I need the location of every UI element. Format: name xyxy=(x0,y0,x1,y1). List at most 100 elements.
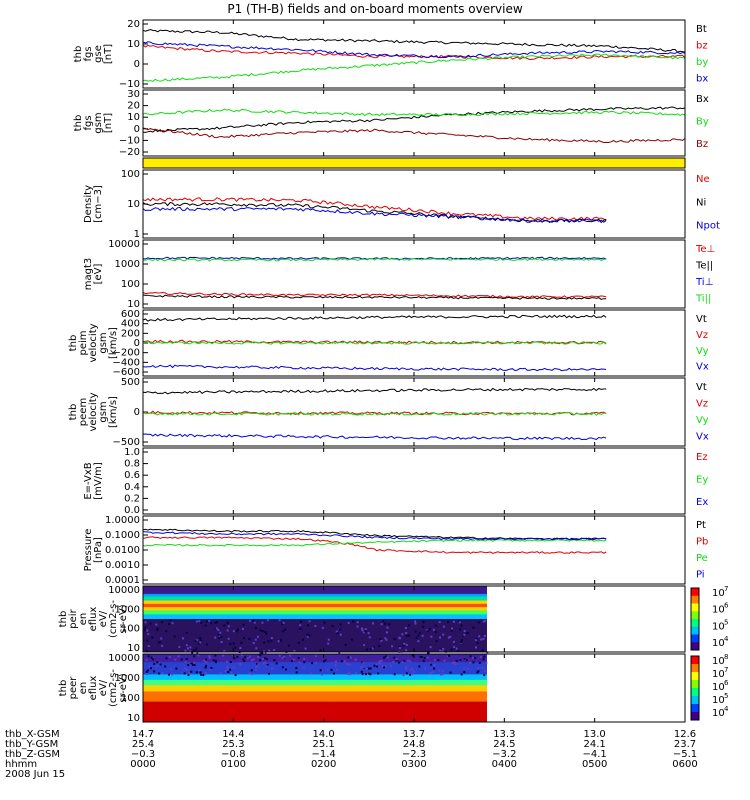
ylabel-efield-0: E=-VxB xyxy=(83,462,94,499)
spec-speckle xyxy=(484,619,487,622)
spec-speckle xyxy=(242,658,245,661)
spec-speckle xyxy=(293,649,296,652)
ytick-label: 20 xyxy=(127,101,140,112)
panel-peim: thb peim velocity gsm [km/s]6004002000−200−4… xyxy=(68,309,709,378)
spec-band xyxy=(143,674,487,681)
spec-speckle xyxy=(402,644,405,647)
spec-speckle xyxy=(187,674,190,677)
ytick-label: 1000 xyxy=(115,259,140,270)
spec-speckle xyxy=(252,658,255,661)
spec-speckle xyxy=(401,633,404,636)
spec-speckle xyxy=(414,620,417,623)
xaxis-value: 14.0 xyxy=(313,729,335,740)
spec-speckle xyxy=(463,633,466,636)
spec-speckle xyxy=(297,657,300,659)
xaxis-value: 0200 xyxy=(311,759,336,770)
spec-speckle xyxy=(285,668,287,671)
spec-speckle xyxy=(438,621,441,624)
ylabel-fgs_gsm-1: fgs xyxy=(83,115,94,130)
spec-speckle xyxy=(448,654,451,657)
spec-speckle xyxy=(477,667,480,670)
spec-speckle xyxy=(369,667,372,670)
spec-speckle xyxy=(203,659,206,662)
spec-speckle xyxy=(361,627,363,630)
spec-speckle xyxy=(421,634,424,637)
series-Vt xyxy=(142,387,607,395)
ytick-label: −10 xyxy=(119,79,140,90)
spec-speckle xyxy=(323,660,325,663)
spec-speckle xyxy=(295,671,298,674)
spec-speckle xyxy=(368,672,371,675)
spec-speckle xyxy=(224,670,227,673)
spec-speckle xyxy=(450,648,453,651)
spec-speckle xyxy=(289,654,292,657)
spec-speckle xyxy=(248,655,251,658)
spec-speckle xyxy=(197,642,200,645)
spec-speckle xyxy=(226,621,229,624)
spec-speckle xyxy=(447,621,450,624)
spec-speckle xyxy=(194,640,197,642)
spec-speckle xyxy=(236,655,239,658)
legend-Vy: Vy xyxy=(696,415,709,426)
series-Bx xyxy=(142,106,686,133)
spec-speckle xyxy=(478,635,481,638)
legend-Ne: Ne xyxy=(696,174,710,185)
spec-speckle xyxy=(441,669,444,672)
ylabel-density-0: Density xyxy=(83,185,94,223)
spec-speckle xyxy=(261,621,264,624)
spec-speckle xyxy=(271,667,274,670)
spec-speckle xyxy=(223,624,226,627)
colorbar-tick: 10 xyxy=(712,708,725,719)
xaxis-value: 25.3 xyxy=(222,739,244,750)
spec-speckle xyxy=(460,641,463,644)
spec-speckle xyxy=(230,672,233,675)
spec-speckle xyxy=(383,666,385,669)
colorbar-exp: 4 xyxy=(724,705,729,713)
spec-speckle xyxy=(411,654,414,657)
spec-speckle xyxy=(405,634,408,637)
spec-speckle xyxy=(405,643,408,646)
xaxis-value: 25.4 xyxy=(132,739,154,750)
ytick-label: 200 xyxy=(121,328,140,339)
series-Ne xyxy=(142,197,607,221)
spec-speckle xyxy=(430,635,433,638)
spec-speckle xyxy=(472,661,475,664)
series-Pb xyxy=(142,536,607,554)
spec-speckle xyxy=(298,661,301,664)
spec-speckle xyxy=(407,659,409,662)
spec-speckle xyxy=(292,658,295,661)
spec-speckle xyxy=(432,628,435,631)
legend-Bz: Bz xyxy=(696,139,708,150)
spec-band xyxy=(143,603,487,608)
spec-speckle xyxy=(417,640,420,643)
spec-speckle xyxy=(223,650,226,652)
xaxis-value: 0100 xyxy=(221,759,246,770)
spec-speckle xyxy=(204,624,207,627)
spec-speckle xyxy=(150,656,153,659)
spec-speckle xyxy=(202,674,205,677)
spec-speckle xyxy=(354,658,357,661)
spec-speckle xyxy=(386,626,389,629)
series-Te|| xyxy=(142,294,607,300)
spec-speckle xyxy=(409,669,412,672)
spec-speckle xyxy=(227,625,230,628)
spec-speckle xyxy=(239,647,242,649)
spec-speckle xyxy=(455,659,458,662)
spec-speckle xyxy=(259,651,262,654)
spec-band xyxy=(143,619,487,653)
ylabel-peem-2: velocity xyxy=(88,392,99,431)
spec-speckle xyxy=(236,628,239,631)
ylabel-temp-1: [eV] xyxy=(93,264,104,285)
spec-speckle xyxy=(434,624,437,627)
spec-speckle xyxy=(303,658,306,660)
colorbar-segment xyxy=(691,656,699,665)
spec-speckle xyxy=(281,657,284,660)
ylabel-peim-0: thb xyxy=(68,335,79,352)
spec-speckle xyxy=(364,630,367,633)
spec-speckle xyxy=(232,630,235,633)
xaxis-value: 0000 xyxy=(130,759,155,770)
xaxis-value: 14.4 xyxy=(222,729,244,740)
colorbar-segment xyxy=(691,611,699,620)
xaxis-value: 24.1 xyxy=(584,739,606,750)
xaxis-value: −2.3 xyxy=(402,749,426,760)
